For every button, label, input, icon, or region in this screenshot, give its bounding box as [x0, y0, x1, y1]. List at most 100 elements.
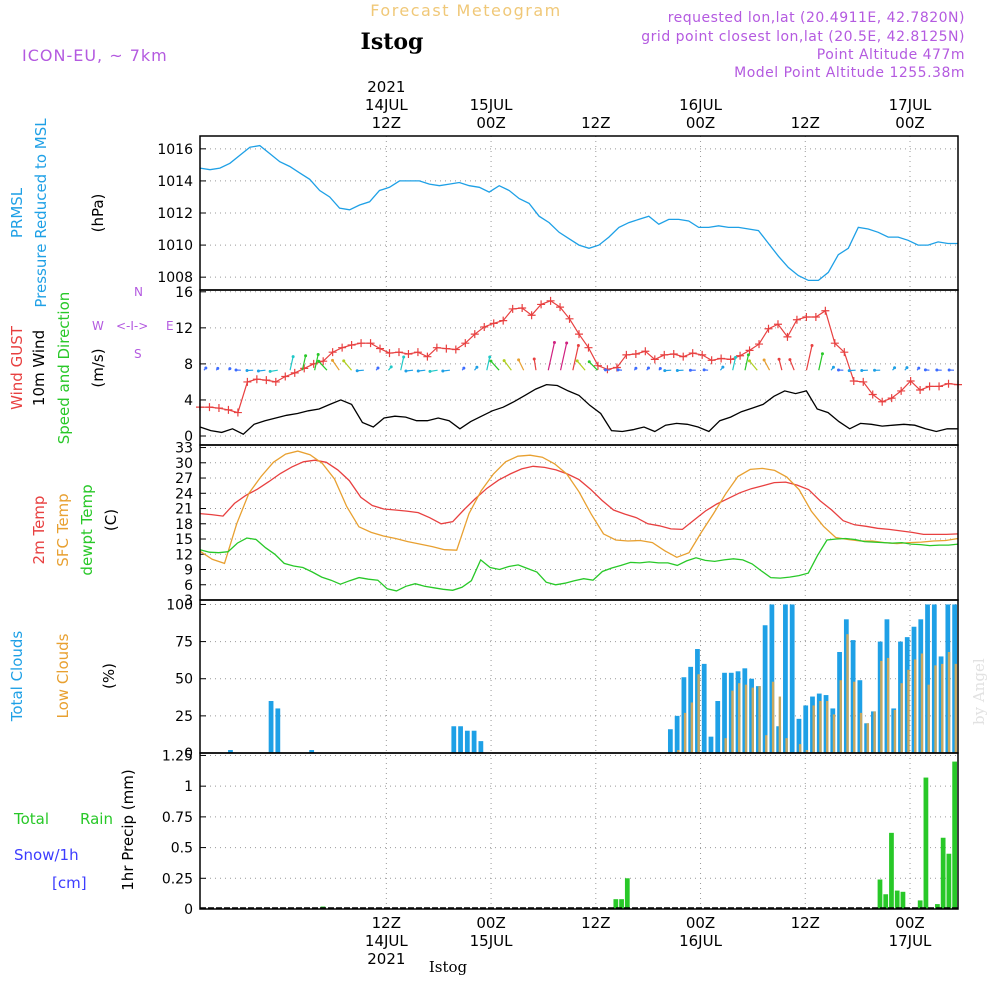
precip-bar: [613, 899, 619, 909]
low-cloud-bar: [866, 723, 870, 753]
wind-arrow-head: [646, 366, 650, 370]
wind-arrow-head: [893, 366, 897, 370]
gust-point: [404, 349, 413, 358]
low-cloud-bar: [832, 714, 836, 753]
wind-arrow-head: [330, 358, 334, 362]
wind-arrow: [490, 360, 500, 371]
ytick-label: 0.75: [162, 810, 193, 826]
time-label-bottom: 12Z: [791, 914, 820, 932]
ytick-label: 1012: [157, 206, 193, 222]
total-cloud-bar: [478, 741, 484, 753]
gust-point: [394, 348, 403, 357]
wind-arrow: [518, 359, 525, 371]
low-cloud-bar: [893, 709, 897, 753]
gust-point: [527, 311, 536, 320]
low-cloud-bar: [886, 657, 890, 753]
pressure-line: [199, 144, 958, 282]
legend-snow: Snow/1h: [14, 846, 79, 864]
gust-point: [214, 404, 223, 413]
gust-point: [205, 403, 214, 412]
point-altitude: Point Altitude 477m: [817, 47, 965, 63]
gust-point: [243, 377, 252, 386]
gust-point: [461, 339, 470, 348]
wind-arrow-head: [565, 341, 569, 345]
wind-arrow: [533, 358, 537, 371]
precip-bar: [883, 894, 889, 909]
low-cloud-bar: [859, 712, 863, 753]
wind-arrow-head: [873, 368, 877, 372]
time-label-top: 12Z: [372, 114, 401, 132]
wind-arrow-head: [820, 352, 824, 356]
wind-arrow-head: [317, 359, 321, 363]
low-cloud-bar: [853, 681, 856, 753]
precip-bar: [917, 900, 923, 909]
wind-arrow-head: [355, 369, 359, 373]
low-cloud-bar: [738, 683, 741, 753]
wind-arrow-head: [416, 369, 420, 373]
total-cloud-bar: [925, 604, 930, 753]
low-cloud-bar: [683, 712, 687, 753]
low-cloud-bar: [731, 690, 734, 753]
wind-arrow: [818, 353, 824, 371]
low-cloud-bar: [805, 750, 809, 753]
gust-point: [906, 377, 915, 386]
time-label-bottom: 12Z: [372, 914, 401, 932]
wind-arrow-head: [389, 365, 393, 369]
temp-unit: (C): [102, 509, 120, 531]
gust-point: [821, 306, 830, 315]
wind-arrow-head: [204, 366, 208, 370]
ytick-label: 0.25: [162, 871, 193, 887]
panel-clouds: 0 25 50 75 100: [166, 597, 959, 762]
wind-arrow-head: [402, 355, 406, 359]
ytick-label: 30: [175, 456, 193, 472]
gust-point: [736, 351, 745, 360]
low-cloud-bar: [927, 684, 930, 753]
wind-arrow-head: [746, 353, 750, 357]
wind-arrow-head: [947, 368, 951, 372]
ytick-label: 12: [175, 547, 193, 563]
total-clouds-ylabel: Total Clouds: [8, 631, 26, 723]
gust-point: [224, 405, 233, 414]
time-label-bottom: 15JUL: [470, 932, 513, 950]
low-cloud-bar: [920, 653, 924, 753]
low-cloud-bar: [880, 660, 883, 753]
low-cloud-bar: [690, 702, 694, 753]
gust-point: [252, 375, 261, 384]
compass-w: W: [92, 319, 104, 333]
precip-bar: [900, 891, 906, 909]
ytick-label: 1010: [157, 238, 193, 254]
wind-arrow-head: [228, 367, 232, 371]
wind-arrow: [301, 355, 307, 371]
low-clouds-ylabel: Low Clouds: [54, 633, 72, 718]
model-label: ICON-EU, ~ 7km: [22, 46, 168, 65]
time-label-top: 16JUL: [679, 96, 722, 114]
gust-point: [925, 382, 934, 391]
wind-arrow-head: [634, 366, 638, 370]
wind-arrow: [343, 360, 353, 371]
time-label-top: 00Z: [686, 114, 715, 132]
ytick-label: 8: [184, 357, 193, 373]
ytick-label: 75: [175, 635, 193, 651]
compass-arrows: <-I->: [116, 319, 148, 333]
gust-point: [764, 324, 773, 333]
gust-point: [338, 343, 347, 352]
pressure-unit: (hPa): [89, 194, 107, 233]
low-cloud-bar: [751, 687, 754, 753]
requested-coords: requested lon,lat (20.4911E, 42.7820N): [668, 10, 965, 26]
gust-point: [451, 345, 460, 354]
wind-arrow: [789, 359, 795, 371]
wind-arrow-head: [658, 367, 662, 371]
low-cloud-bar: [785, 738, 788, 753]
gust-point: [499, 316, 508, 325]
wind-arrow-head: [860, 368, 864, 372]
gust-point: [849, 377, 858, 386]
total-cloud-bar: [275, 708, 281, 753]
gust-point: [745, 346, 754, 355]
low-cloud-bar: [873, 711, 876, 753]
gust-point: [622, 350, 631, 359]
gust-point: [916, 386, 925, 395]
precip-bar: [935, 904, 940, 909]
gust-point: [508, 304, 517, 313]
gust-point: [650, 355, 659, 364]
wind-arrow-head: [234, 368, 238, 372]
